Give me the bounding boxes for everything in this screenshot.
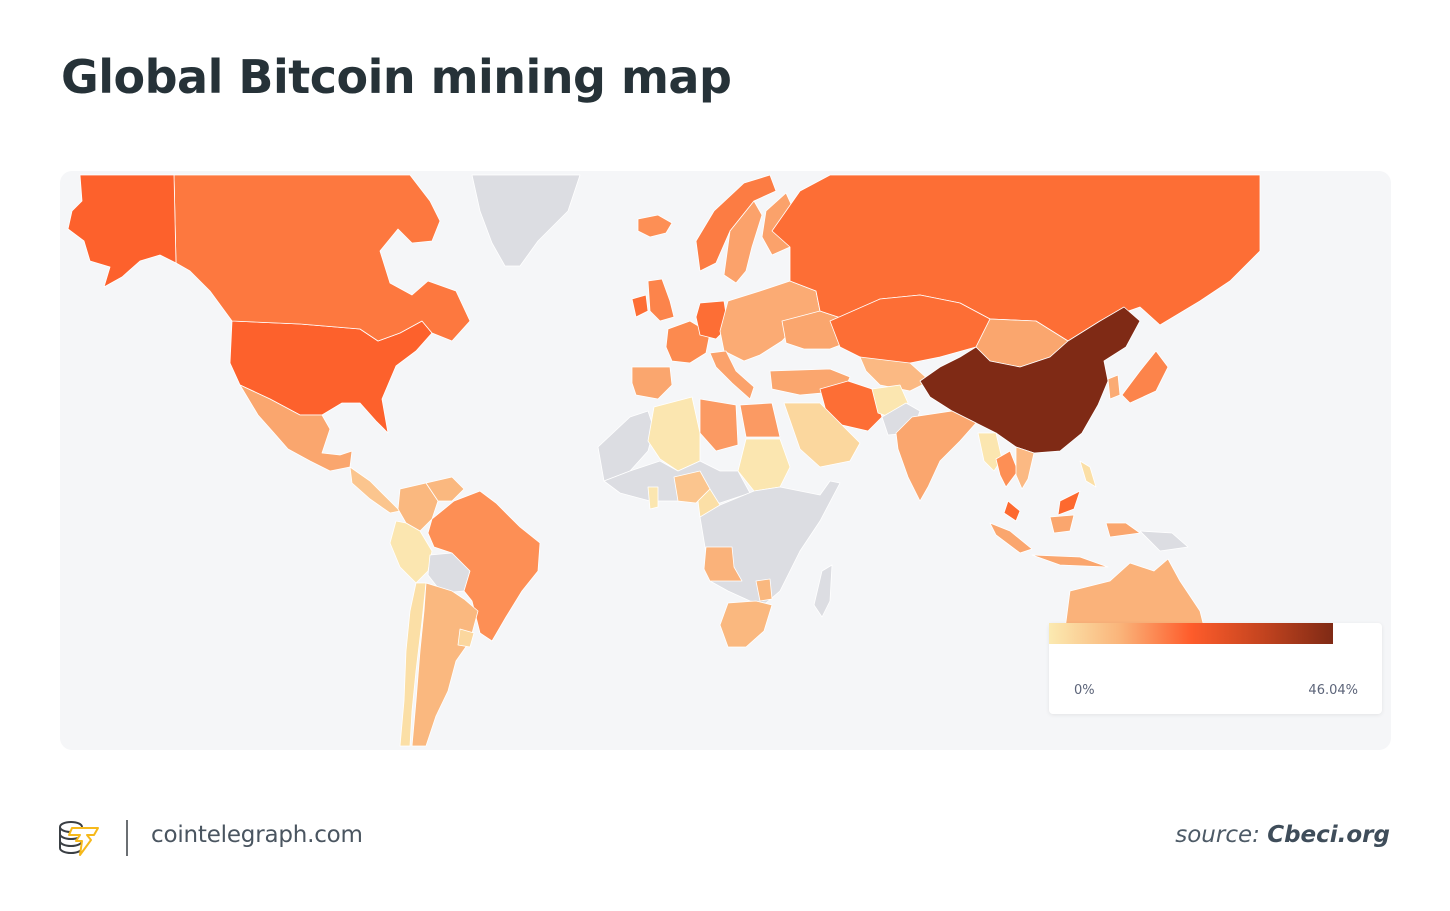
country-central-america[interactable]: Central America bbox=[349, 466, 401, 514]
page-title: Global Bitcoin mining map bbox=[61, 50, 732, 104]
country-algeria[interactable]: Algeria bbox=[647, 396, 701, 472]
country-spain[interactable]: Spain bbox=[631, 366, 673, 400]
source-link[interactable]: Cbeci.org bbox=[1267, 822, 1390, 848]
legend-gradient-bar bbox=[1049, 623, 1333, 644]
country-angola[interactable]: Angola bbox=[703, 546, 743, 582]
legend: 0% 46.04% bbox=[1049, 623, 1382, 714]
country-libya[interactable]: Libya bbox=[699, 398, 739, 452]
country-uruguay[interactable]: Uruguay bbox=[457, 628, 475, 648]
country-argentina[interactable]: Argentina bbox=[411, 582, 479, 747]
country-chile[interactable]: Chile bbox=[399, 582, 427, 747]
footer-site-link[interactable]: cointelegraph.com bbox=[151, 822, 363, 848]
country-venezuela[interactable]: Venezuela bbox=[425, 476, 465, 502]
country-thailand[interactable]: Thailand bbox=[995, 450, 1019, 488]
country-alaska[interactable]: Alaska bbox=[67, 174, 177, 288]
footer-divider bbox=[126, 820, 128, 856]
country-indonesia[interactable]: Indonesia bbox=[989, 514, 1141, 568]
country-philippines[interactable]: Philippines bbox=[1079, 460, 1097, 488]
country-egypt[interactable]: Egypt bbox=[739, 402, 781, 438]
country-united-kingdom[interactable]: United Kingdom bbox=[647, 278, 675, 322]
country-korea[interactable]: Korea bbox=[1107, 374, 1121, 400]
source-label: source: bbox=[1175, 822, 1260, 848]
country-sweden[interactable]: Sweden bbox=[723, 200, 763, 284]
cointelegraph-logo-icon bbox=[58, 819, 104, 857]
country-saudi-arabia[interactable]: Saudi Arabia bbox=[783, 402, 861, 468]
country-india[interactable]: India bbox=[895, 410, 977, 502]
country-peru[interactable]: Peru bbox=[389, 520, 433, 584]
country-canada[interactable]: Canada bbox=[173, 174, 471, 342]
country-vietnam[interactable]: Vietnam bbox=[1015, 446, 1035, 490]
country-china[interactable]: China bbox=[919, 306, 1141, 454]
country-brazil[interactable]: Brazil bbox=[427, 490, 541, 642]
country-ireland[interactable]: Ireland bbox=[631, 294, 649, 318]
map-svg: GreenlandIcelandUnited StatesCanadaAlask… bbox=[67, 174, 1261, 747]
country-mexico[interactable]: Mexico bbox=[239, 384, 353, 472]
world-map: GreenlandIcelandUnited StatesCanadaAlask… bbox=[60, 171, 1391, 750]
legend-max-label: 46.04% bbox=[1308, 683, 1358, 698]
country-papua-new-guinea[interactable]: Papua New Guinea bbox=[1139, 530, 1189, 552]
country-italy[interactable]: Italy bbox=[709, 350, 755, 400]
country-zimbabwe[interactable]: Zimbabwe bbox=[755, 578, 773, 602]
country-kazakhstan[interactable]: Kazakhstan bbox=[829, 294, 991, 368]
country-central-asia[interactable]: Central Asia bbox=[859, 356, 931, 392]
country-sudan[interactable]: Sudan bbox=[737, 438, 791, 492]
country-malaysia[interactable]: Malaysia bbox=[1003, 490, 1081, 522]
legend-min-label: 0% bbox=[1074, 683, 1095, 698]
country-ghana[interactable]: Ghana bbox=[647, 486, 659, 510]
footer-source: source: Cbeci.org bbox=[1175, 822, 1390, 848]
country-greenland[interactable]: Greenland bbox=[471, 174, 581, 267]
country-japan[interactable]: Japan bbox=[1121, 350, 1169, 404]
country-south-africa[interactable]: South Africa bbox=[719, 600, 773, 648]
country-madagascar[interactable]: Madagascar bbox=[813, 564, 833, 618]
country-iceland[interactable]: Iceland bbox=[637, 214, 673, 238]
